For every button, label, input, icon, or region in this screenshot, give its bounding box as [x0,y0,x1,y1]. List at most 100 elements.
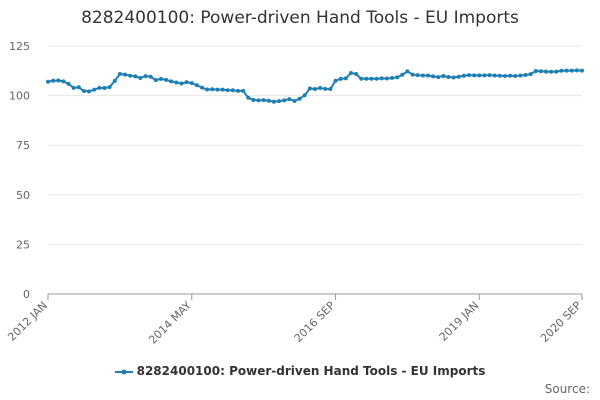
data-point[interactable] [246,95,251,100]
data-point[interactable] [508,73,513,78]
data-point[interactable] [487,73,492,78]
data-point[interactable] [189,81,194,86]
data-point[interactable] [374,76,379,81]
data-point[interactable] [210,87,215,92]
data-point[interactable] [112,78,117,83]
data-point[interactable] [436,75,441,80]
data-point[interactable] [395,75,400,80]
data-point[interactable] [359,76,364,81]
data-point[interactable] [431,74,436,79]
data-point[interactable] [323,86,328,91]
data-point[interactable] [179,81,184,86]
data-point[interactable] [441,73,446,78]
data-point[interactable] [241,88,246,93]
data-point[interactable] [81,89,86,94]
data-point[interactable] [369,76,374,81]
data-point[interactable] [235,88,240,93]
data-point[interactable] [446,74,451,79]
data-point[interactable] [97,85,102,90]
data-point[interactable] [307,86,312,91]
data-point[interactable] [138,75,143,80]
data-point[interactable] [318,86,323,91]
data-point[interactable] [538,69,543,74]
data-point[interactable] [410,72,415,77]
data-point[interactable] [148,74,153,79]
data-point[interactable] [467,73,472,78]
data-point[interactable] [518,73,523,78]
data-point[interactable] [107,85,112,90]
data-point[interactable] [559,68,564,73]
data-point[interactable] [282,98,287,103]
data-point[interactable] [333,78,338,83]
data-point[interactable] [133,74,138,79]
data-point[interactable] [348,70,353,75]
data-point[interactable] [415,73,420,78]
data-point[interactable] [400,72,405,77]
data-point[interactable] [343,76,348,81]
data-point[interactable] [390,75,395,80]
data-point[interactable] [215,87,220,92]
data-point[interactable] [338,76,343,81]
data-point[interactable] [143,74,148,79]
data-point[interactable] [502,73,507,78]
data-point[interactable] [354,71,359,76]
data-point[interactable] [482,73,487,78]
data-point[interactable] [287,97,292,102]
data-point[interactable] [451,75,456,80]
data-point[interactable] [76,85,81,90]
data-point[interactable] [513,73,518,78]
data-point[interactable] [71,85,76,90]
data-point[interactable] [205,87,210,92]
data-point[interactable] [379,76,384,81]
data-point[interactable] [364,76,369,81]
data-point[interactable] [184,80,189,85]
data-point[interactable] [123,72,128,77]
data-point[interactable] [461,73,466,78]
data-point[interactable] [51,78,56,83]
data-point[interactable] [169,79,174,84]
data-point[interactable] [266,98,271,103]
data-point[interactable] [297,96,302,101]
data-point[interactable] [549,69,554,74]
data-point[interactable] [420,73,425,78]
data-point[interactable] [153,78,158,83]
legend[interactable]: 8282400100: Power-driven Hand Tools - EU… [0,364,600,378]
data-point[interactable] [256,98,261,103]
data-point[interactable] [194,83,199,88]
data-point[interactable] [472,73,477,78]
data-point[interactable] [564,68,569,73]
data-point[interactable] [102,86,107,91]
data-point[interactable] [384,76,389,81]
data-point[interactable] [569,68,574,73]
data-point[interactable] [158,76,163,81]
data-point[interactable] [61,79,66,84]
data-point[interactable] [554,69,559,74]
data-point[interactable] [128,73,133,78]
data-point[interactable] [497,73,502,78]
data-point[interactable] [87,89,92,94]
data-point[interactable] [164,77,169,82]
data-point[interactable] [580,68,584,73]
data-point[interactable] [528,72,533,77]
data-point[interactable] [456,74,461,79]
data-point[interactable] [477,73,482,78]
data-point[interactable] [302,93,307,98]
data-point[interactable] [92,87,97,92]
data-point[interactable] [313,87,317,92]
data-point[interactable] [271,99,276,104]
data-point[interactable] [261,98,266,103]
data-point[interactable] [251,97,256,102]
data-point[interactable] [200,85,205,90]
data-point[interactable] [523,72,528,77]
data-point[interactable] [492,73,497,78]
data-point[interactable] [328,87,333,92]
data-point[interactable] [117,71,122,76]
data-point[interactable] [425,73,430,78]
series-line[interactable] [47,69,583,103]
data-point[interactable] [277,99,282,104]
data-point[interactable] [66,81,71,86]
data-point[interactable] [220,87,225,92]
data-point[interactable] [56,78,61,83]
data-point[interactable] [544,69,549,74]
data-point[interactable] [225,88,230,93]
